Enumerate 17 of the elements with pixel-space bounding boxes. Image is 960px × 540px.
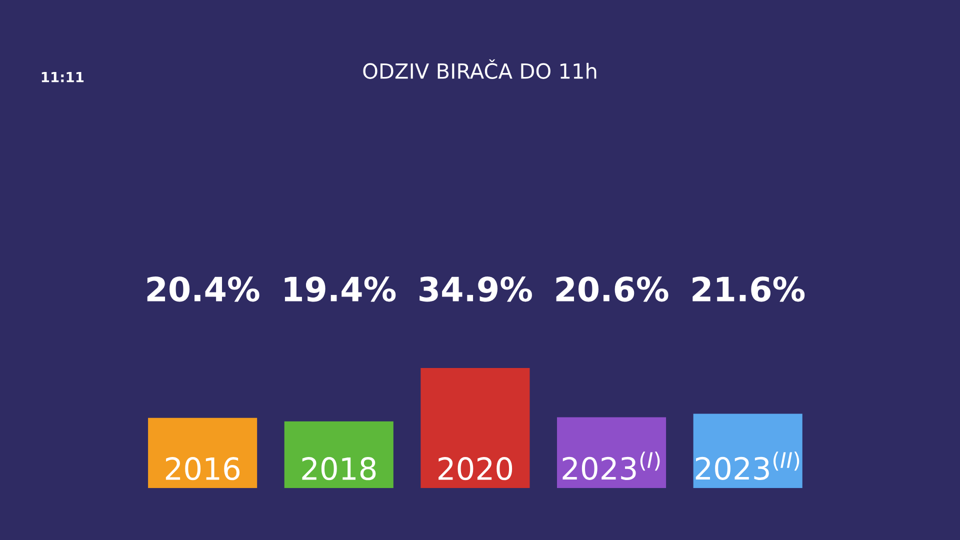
data-label: 34.9% bbox=[420, 276, 532, 302]
x-tick-label: 2023$^{(II)}$ bbox=[696, 452, 800, 480]
data-label: 20.4% bbox=[147, 276, 260, 302]
data-label: 20.6% bbox=[556, 276, 668, 302]
text: 11:11 bbox=[42, 72, 84, 82]
x-tick-label: 2016 bbox=[166, 457, 240, 480]
x-tick-label: 2020 bbox=[438, 457, 512, 480]
bar bbox=[148, 418, 258, 488]
data-label: 21.6% bbox=[692, 276, 805, 302]
bar bbox=[556, 417, 666, 488]
bar bbox=[693, 414, 802, 488]
x-tick-label: 2018 bbox=[302, 457, 376, 480]
x-tick-label: 2023$^{(I)}$ bbox=[562, 452, 660, 480]
chart-title: ODZIV BIRAČA DO 11h bbox=[363, 59, 596, 79]
data-label: 19.4% bbox=[284, 276, 396, 302]
bar bbox=[284, 421, 394, 488]
bar bbox=[420, 368, 530, 488]
